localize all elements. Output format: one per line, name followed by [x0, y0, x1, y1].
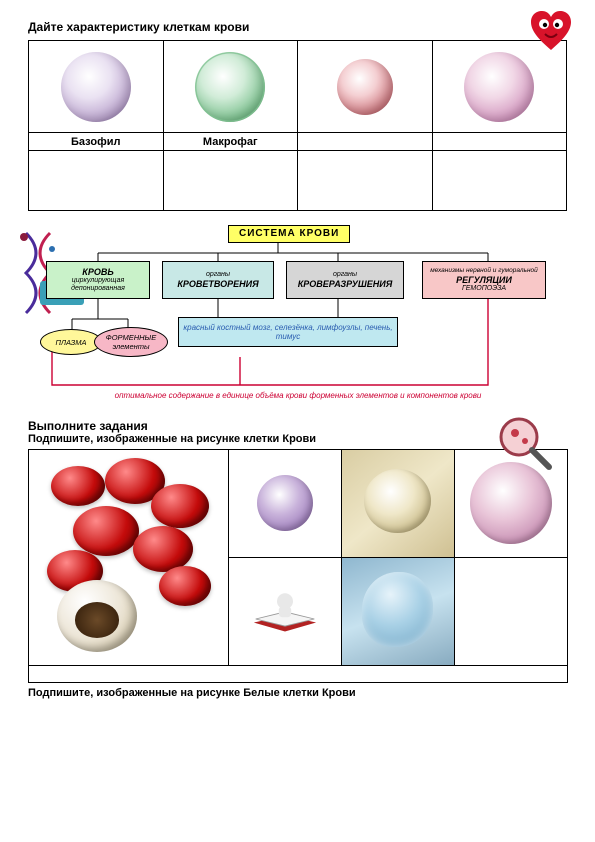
task2-grid — [28, 449, 567, 683]
diagram-box-formation: органы КРОВЕТВОРЕНИЯ — [162, 261, 274, 299]
cell-illustration — [61, 52, 131, 122]
section1-title: Дайте характеристику клеткам крови — [28, 20, 567, 34]
box-main: КРОВЕТВОРЕНИЯ — [177, 279, 258, 289]
cell-label: Макрофаг — [163, 133, 298, 151]
section2-title: Выполните задания — [28, 419, 567, 433]
cell-panel — [228, 449, 342, 558]
diagram-box-destruction: органы КРОВЕРАЗРУШЕНИЯ — [286, 261, 404, 299]
rbc-panel — [28, 449, 229, 666]
diagram-organs-box: красный костный мозг, селезёнка, лимфоуз… — [178, 317, 398, 347]
book-icon — [245, 579, 325, 643]
cell-label — [298, 133, 433, 151]
box-main: КРОВЕРАЗРУШЕНИЯ — [298, 279, 393, 289]
cell-illustration — [464, 52, 534, 122]
table-row — [29, 151, 567, 211]
cell-illustration — [362, 572, 434, 647]
cell-illustration — [195, 52, 265, 122]
cell-panel — [341, 557, 455, 666]
diagram-ellipse-plasma: ПЛАЗМА — [40, 329, 102, 355]
cell-illustration — [337, 59, 393, 115]
diagram-ellipse-elements: ФОРМЕННЫЕ элементы — [94, 327, 168, 357]
box-sub: ГЕМОПОЭЗА — [462, 285, 506, 293]
section2-subtitle: Подпишите, изображенные на рисунке клетк… — [28, 433, 567, 445]
table-row — [29, 41, 567, 133]
label-strip — [28, 665, 568, 683]
diagram-title-box: СИСТЕМА КРОВИ — [228, 225, 350, 243]
box-main: РЕГУЛЯЦИИ — [456, 275, 512, 285]
table-row: Базофил Макрофаг — [29, 133, 567, 151]
cell-table: Базофил Макрофаг — [28, 40, 567, 211]
diagram-box-regulation: механизмы нервной и гуморальной РЕГУЛЯЦИ… — [422, 261, 546, 299]
box-sub: депонированная — [71, 285, 125, 293]
diagram-box-blood: КРОВЬ циркулирующая депонированная — [46, 261, 150, 299]
box-pre: органы — [333, 271, 357, 279]
box-main: КРОВЬ — [82, 267, 113, 277]
magnifier-icon — [495, 413, 555, 473]
cell-illustration — [470, 462, 552, 544]
cell-panel — [341, 449, 455, 558]
cell-label — [432, 133, 567, 151]
box-sub: циркулирующая — [72, 277, 124, 285]
diagram-footer-note: оптимальное содержание в единице объёма … — [68, 391, 528, 400]
cell-panel — [228, 557, 342, 666]
heart-mascot-icon — [527, 8, 575, 56]
task2-section: Выполните задания Подпишите, изображенны… — [28, 419, 567, 699]
box-pre: органы — [206, 271, 230, 279]
cell-illustration — [257, 475, 313, 531]
section2-bottom-title: Подпишите, изображенные на рисунке Белые… — [28, 687, 567, 699]
box-pre: механизмы нервной и гуморальной — [430, 267, 538, 274]
blood-system-diagram: СИСТЕМА КРОВИ КРОВЬ циркулирующая депони… — [28, 225, 567, 415]
cell-illustration — [364, 469, 431, 533]
cell-panel — [454, 557, 568, 666]
cell-label: Базофил — [29, 133, 164, 151]
